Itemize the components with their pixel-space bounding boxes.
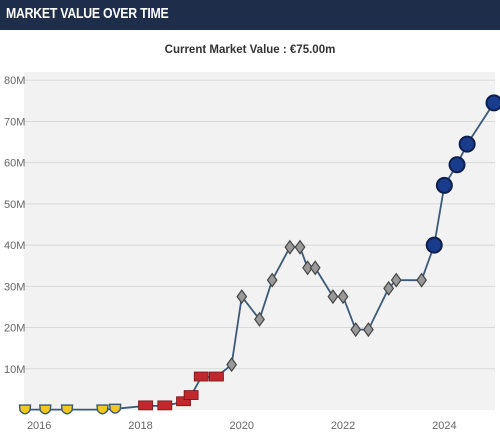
market-value-chart: 10M 20M 30M 40M 50M 60M 70M 80M 2016 2018 2020 202… — [4, 72, 500, 432]
club-diamond-marker[interactable] — [294, 239, 306, 255]
x-axis-ticks: 2016 2018 2020 2022 2024 — [27, 420, 457, 432]
club-circle-marker[interactable] — [435, 176, 453, 194]
club-badge-marker[interactable] — [183, 390, 199, 400]
x-tick-label: 2016 — [27, 420, 51, 432]
club-crest-marker[interactable] — [18, 404, 32, 415]
y-axis-ticks: 10M 20M 30M 40M 50M 60M 70M 80M — [4, 75, 25, 376]
club-badge-marker[interactable] — [193, 371, 209, 382]
header-title: MARKET VALUE OVER TIME — [6, 5, 169, 22]
club-crest-marker[interactable] — [39, 404, 52, 415]
x-tick-label: 2018 — [128, 420, 152, 432]
club-diamond-marker[interactable] — [254, 311, 265, 327]
club-circle-marker[interactable] — [485, 94, 500, 112]
club-diamond-marker[interactable] — [362, 322, 374, 338]
club-crest-marker[interactable] — [108, 403, 122, 414]
club-circle-marker[interactable] — [448, 156, 466, 174]
club-circle-marker[interactable] — [425, 236, 443, 254]
chart-header: MARKET VALUE OVER TIME — [0, 0, 500, 30]
x-tick-label: 2022 — [331, 420, 355, 432]
y-tick-label: 20M — [4, 323, 25, 335]
data-point-markers — [18, 94, 500, 415]
club-diamond-marker[interactable] — [383, 280, 395, 296]
club-diamond-marker[interactable] — [327, 289, 339, 305]
club-badge-marker[interactable] — [209, 371, 224, 382]
club-badge-marker[interactable] — [157, 400, 173, 411]
y-tick-label: 70M — [4, 116, 25, 128]
club-diamond-marker[interactable] — [309, 260, 321, 276]
club-diamond-marker[interactable] — [416, 272, 427, 288]
club-crest-marker[interactable] — [60, 404, 74, 415]
club-crest-marker[interactable] — [96, 404, 109, 415]
club-badge-marker[interactable] — [138, 400, 153, 411]
y-tick-label: 60M — [4, 158, 25, 170]
y-tick-label: 30M — [4, 281, 25, 293]
club-diamond-marker[interactable] — [350, 322, 362, 338]
club-diamond-marker[interactable] — [236, 289, 248, 305]
club-diamond-marker[interactable] — [266, 272, 278, 288]
club-badge-marker[interactable] — [176, 396, 191, 407]
current-market-value-subtitle: Current Market Value : €75.00m — [164, 44, 336, 56]
y-tick-label: 10M — [4, 364, 25, 376]
club-diamond-marker[interactable] — [302, 260, 314, 276]
club-circle-marker[interactable] — [458, 135, 476, 153]
x-tick-label: 2020 — [230, 420, 254, 432]
grid-lines — [24, 79, 495, 370]
club-diamond-marker[interactable] — [337, 289, 349, 305]
x-tick-label: 2024 — [432, 420, 456, 432]
plot-area — [24, 72, 495, 410]
y-tick-label: 50M — [4, 199, 25, 211]
club-diamond-marker[interactable] — [226, 357, 238, 373]
y-tick-label: 40M — [4, 240, 25, 252]
club-diamond-marker[interactable] — [390, 272, 402, 288]
y-tick-label: 80M — [4, 75, 25, 87]
club-diamond-marker[interactable] — [284, 239, 296, 255]
